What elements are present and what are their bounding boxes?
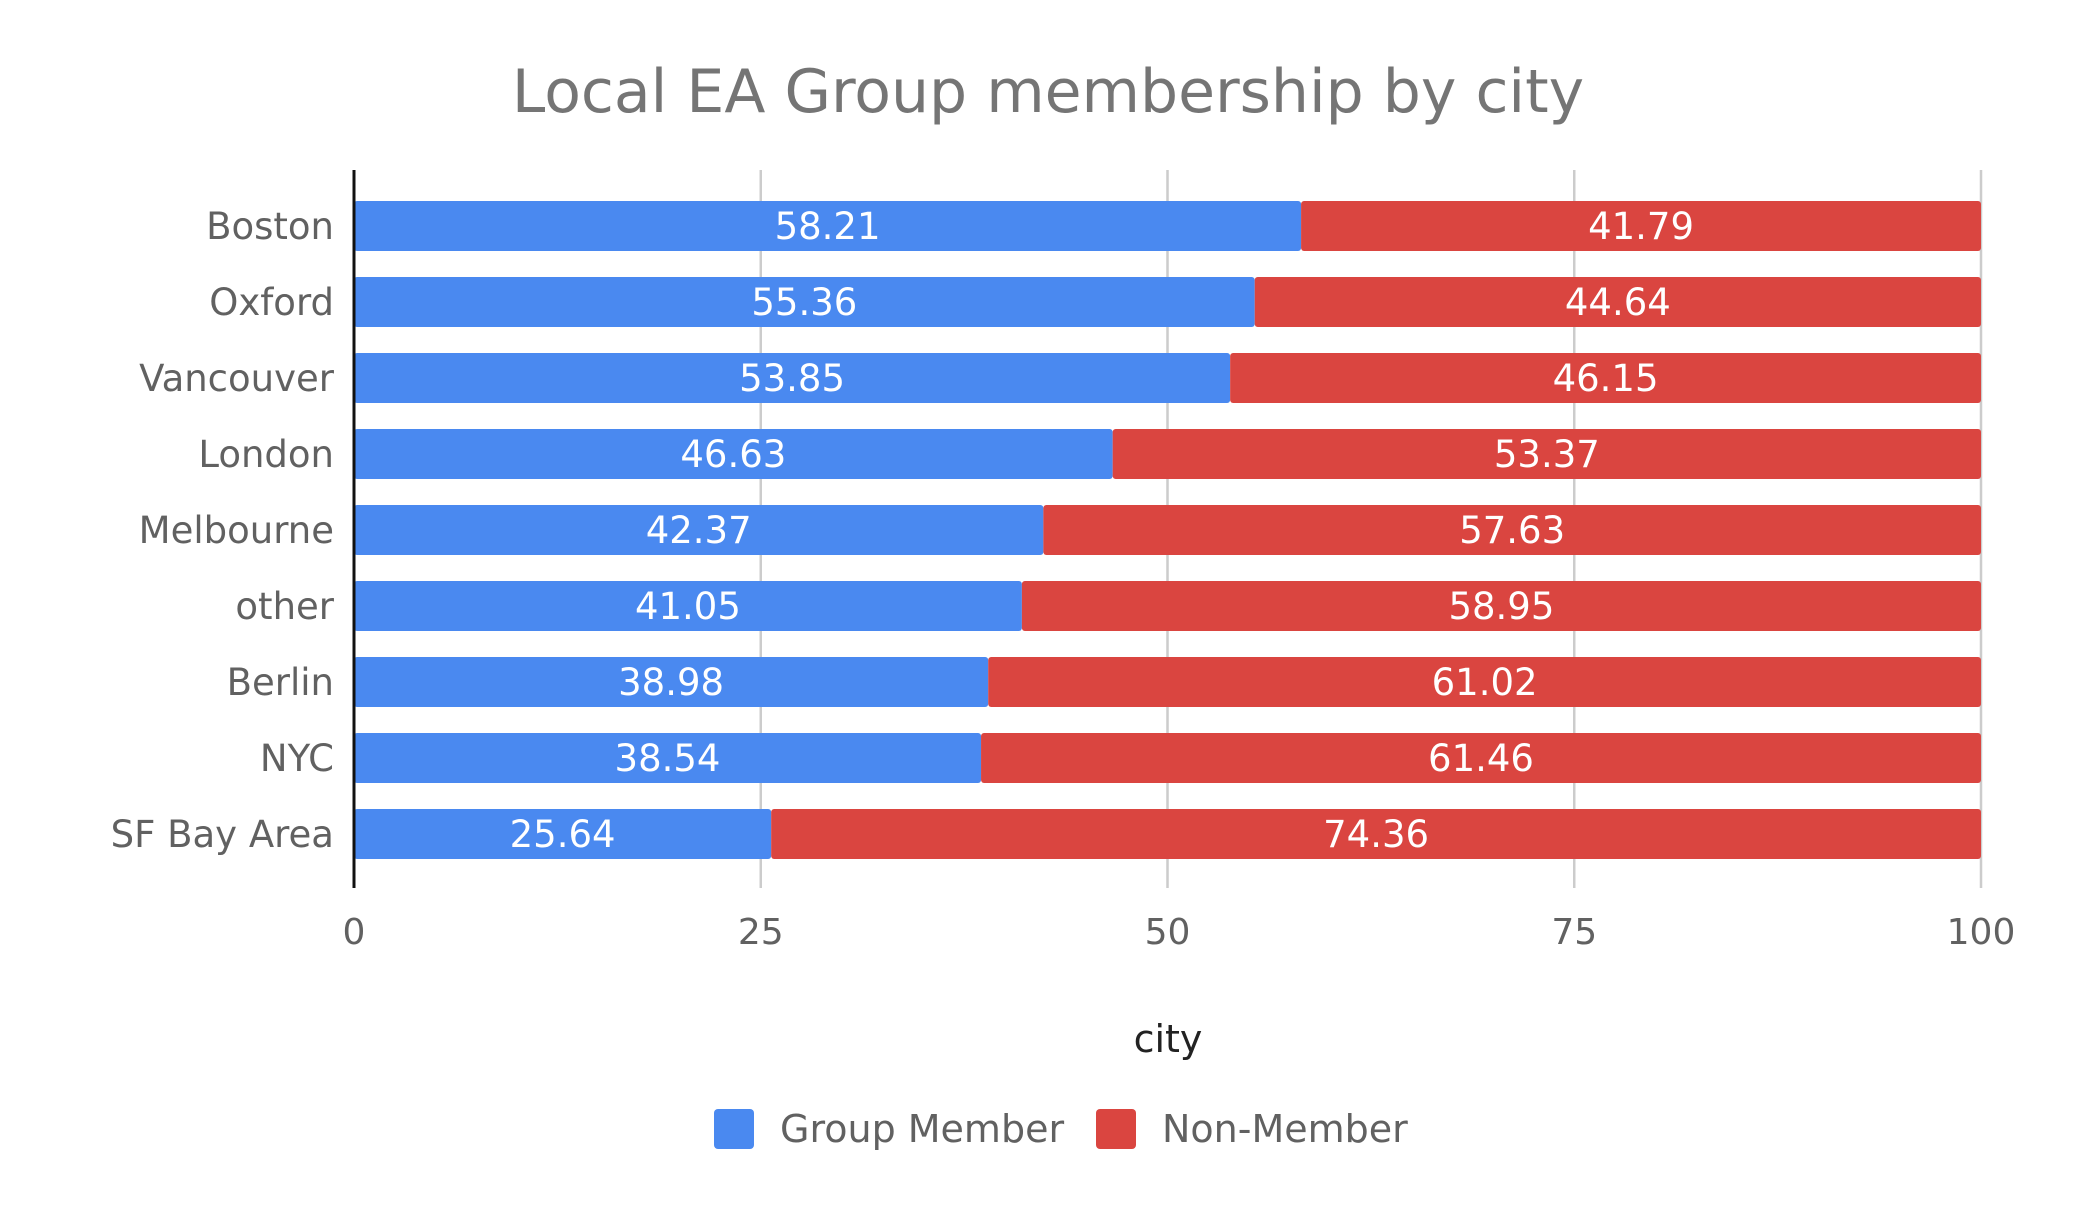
- bar-non-member: [1043, 505, 1981, 555]
- legend: Group Member Non-Member: [714, 1107, 1408, 1151]
- data-label: 46.63: [680, 433, 786, 476]
- bar-non-member: [1301, 201, 1981, 251]
- legend-label: Group Member: [780, 1107, 1064, 1151]
- category-label: other: [235, 585, 334, 628]
- x-tick-label: 50: [1145, 912, 1191, 953]
- data-label: 38.98: [618, 661, 724, 704]
- data-label: 44.64: [1565, 281, 1671, 324]
- bar-non-member: [981, 733, 1981, 783]
- category-label: NYC: [260, 737, 334, 780]
- data-label: 61.02: [1432, 661, 1538, 704]
- data-label: 53.37: [1494, 433, 1600, 476]
- data-label: 57.63: [1459, 509, 1565, 552]
- bar-non-member: [988, 657, 1981, 707]
- bar-group-member: [354, 353, 1231, 403]
- bar-group-member: [354, 809, 772, 859]
- bar-group-member: [354, 505, 1044, 555]
- bar-group-member: [354, 201, 1302, 251]
- data-label: 41.05: [635, 585, 741, 628]
- bar-non-member: [771, 809, 1981, 859]
- data-label: 53.85: [739, 357, 845, 400]
- chart-title: Local EA Group membership by city: [512, 57, 1584, 127]
- data-label: 55.36: [751, 281, 857, 324]
- category-label: Melbourne: [139, 509, 334, 552]
- category-labels: Boston Oxford Vancouver London Melbourne othe…: [111, 205, 335, 856]
- bar-non-member: [1112, 429, 1981, 479]
- bars: [354, 201, 1981, 859]
- data-label: 38.54: [615, 737, 721, 780]
- bar-group-member: [354, 581, 1022, 631]
- category-label: SF Bay Area: [111, 813, 334, 856]
- bar-non-member: [1021, 581, 1981, 631]
- x-tick-label: 0: [343, 912, 366, 953]
- data-label: 42.37: [646, 509, 752, 552]
- legend-swatch: [714, 1109, 754, 1149]
- data-label: 61.46: [1428, 737, 1534, 780]
- category-label: Oxford: [209, 281, 334, 324]
- bar-group-member: [354, 277, 1255, 327]
- data-label: 74.36: [1323, 813, 1429, 856]
- bar-group-member: [354, 657, 989, 707]
- x-tick-labels: 0 25 50 75 100: [343, 912, 2016, 953]
- x-axis-label: city: [1134, 1017, 1203, 1061]
- data-labels: 58.21 41.79 55.36 44.64 53.85 46.15 46.63 53.37…: [510, 205, 1694, 856]
- bar-group-member: [354, 429, 1113, 479]
- category-label: Vancouver: [139, 357, 335, 400]
- data-label: 46.15: [1553, 357, 1659, 400]
- data-label: 41.79: [1588, 205, 1694, 248]
- legend-label: Non-Member: [1162, 1107, 1408, 1151]
- category-label: Berlin: [227, 661, 334, 704]
- data-label: 58.95: [1448, 585, 1554, 628]
- category-label: London: [198, 433, 334, 476]
- legend-swatch: [1096, 1109, 1136, 1149]
- data-label: 58.21: [775, 205, 881, 248]
- x-tick-label: 25: [738, 912, 784, 953]
- bar-non-member: [1254, 277, 1981, 327]
- bar-group-member: [354, 733, 982, 783]
- category-label: Boston: [206, 205, 334, 248]
- x-tick-label: 100: [1947, 912, 2016, 953]
- bar-non-member: [1230, 353, 1981, 403]
- data-label: 25.64: [510, 813, 616, 856]
- x-tick-label: 75: [1551, 912, 1597, 953]
